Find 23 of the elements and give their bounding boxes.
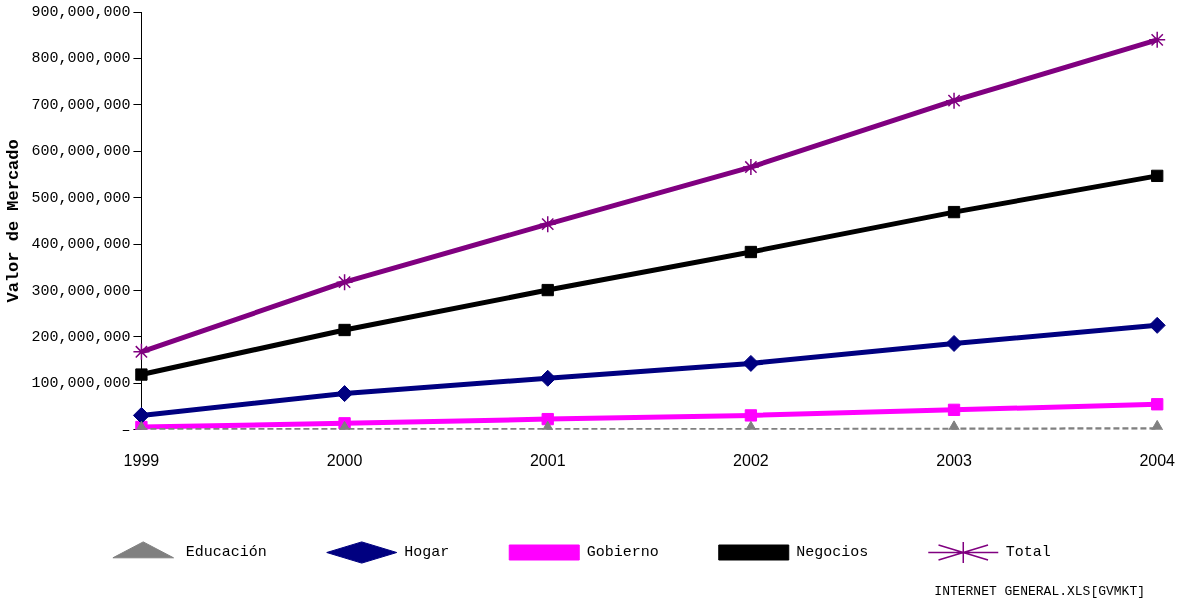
x-tick-label: 2002 [733, 451, 769, 469]
x-tick-label: 1999 [123, 451, 160, 469]
x-tick-label: 2003 [936, 451, 972, 469]
x-tick-label: 2004 [1139, 451, 1176, 469]
y-tick-label: 300,000,000 [31, 282, 131, 300]
y-tick-label: 700,000,000 [31, 96, 131, 114]
y-tick-label: – [121, 421, 131, 439]
legend-label: Educación [185, 544, 267, 562]
y-tick-label: 400,000,000 [31, 236, 131, 254]
legend-label: Hogar [404, 544, 450, 562]
legend-label: Negocios [796, 544, 869, 562]
y-tick-label: 800,000,000 [31, 50, 131, 68]
x-tick-label: 2001 [529, 451, 566, 469]
y-tick-label: 500,000,000 [31, 189, 131, 207]
text: INTERNET GENERAL.XLS[GVMKT] [934, 584, 1145, 599]
legend-label: Gobierno [586, 544, 659, 562]
y-tick-label: 600,000,000 [31, 143, 131, 161]
y-tick-label: 200,000,000 [31, 328, 131, 346]
x-tick-label: 2000 [326, 451, 363, 469]
y-tick-label: 100,000,000 [31, 375, 131, 393]
y-axis-title: Valor de Mercado [4, 139, 24, 303]
y-tick-label: 900,000,000 [31, 3, 131, 21]
legend-label: Total [1005, 544, 1051, 562]
